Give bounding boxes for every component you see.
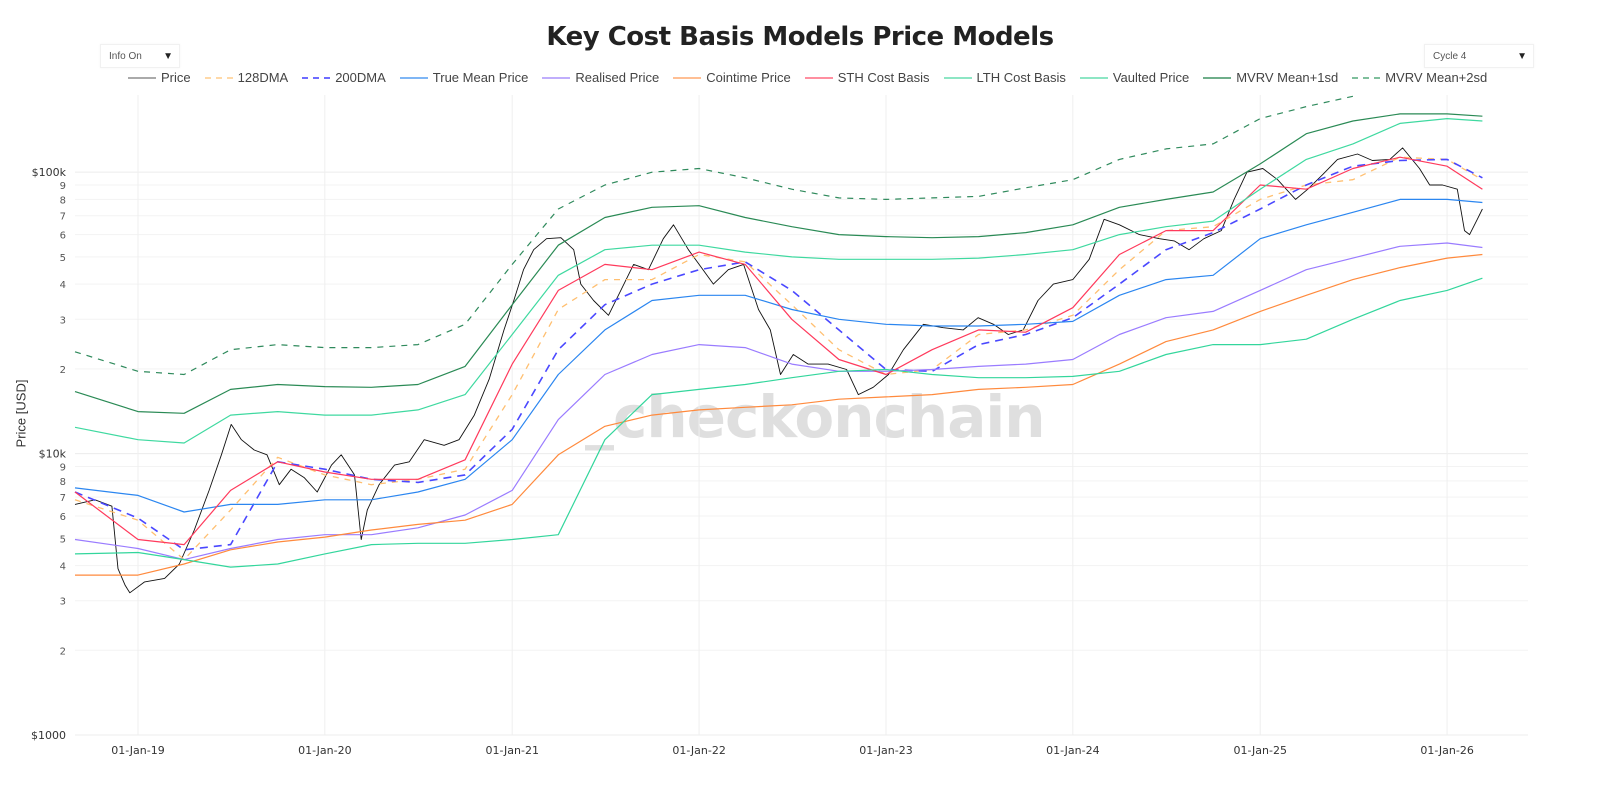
- legend-label: STH Cost Basis: [837, 70, 930, 85]
- legend-item-128dma[interactable]: 128DMA: [204, 70, 289, 85]
- legend-swatch: [1079, 76, 1108, 79]
- legend-item-lth-cost-basis[interactable]: LTH Cost Basis: [943, 70, 1066, 85]
- y-tick-label: 3: [60, 315, 66, 326]
- legend-label: Vaulted Price: [1112, 70, 1190, 85]
- cycle-dropdown[interactable]: Cycle 4 ▼: [1424, 44, 1534, 68]
- legend-item-sth-cost-basis[interactable]: STH Cost Basis: [804, 70, 930, 85]
- legend-label: MVRV Mean+1sd: [1236, 70, 1339, 85]
- legend-swatch: [943, 76, 972, 79]
- legend-swatch: [128, 76, 156, 79]
- legend-swatch: [399, 76, 428, 79]
- legend-swatch: [204, 76, 233, 79]
- watermark: _checkonchain: [585, 383, 1046, 451]
- legend-label: MVRV Mean+2sd: [1385, 70, 1488, 85]
- series-line-cointime-price: [75, 253, 1483, 576]
- y-tick-label: 2: [60, 365, 66, 376]
- legend-swatch: [673, 76, 702, 79]
- y-tick-label: 6: [60, 512, 66, 523]
- y-tick-label: 9: [60, 181, 66, 192]
- y-tick-label: 9: [60, 462, 66, 473]
- series-line-true-mean-price: [74, 198, 1483, 513]
- series-line-realised-price: [74, 242, 1483, 561]
- series-line-lth-cost-basis: [74, 277, 1483, 568]
- legend-item-mvrv-mean-2sd[interactable]: MVRV Mean+2sd: [1352, 70, 1487, 85]
- legend-item-cointime-price[interactable]: Cointime Price: [673, 70, 791, 85]
- legend-item-true-mean-price[interactable]: True Mean Price: [399, 70, 529, 85]
- x-tick-label: 01-Jan-25: [1233, 744, 1287, 757]
- legend-item-vaulted-price[interactable]: Vaulted Price: [1079, 70, 1190, 85]
- legend-swatch: [1352, 76, 1381, 79]
- x-tick-label: 01-Jan-21: [485, 744, 539, 757]
- y-tick-label: 4: [60, 562, 66, 573]
- series-line-128dma: [74, 156, 1483, 561]
- legend-swatch: [1203, 76, 1232, 79]
- legend-item-realised-price[interactable]: Realised Price: [542, 70, 659, 85]
- y-tick-label: 8: [60, 195, 66, 206]
- y-tick-label: $1000: [31, 729, 66, 742]
- series-line-sth-cost-basis: [74, 156, 1483, 546]
- y-tick-label: 5: [60, 253, 66, 264]
- legend-label: 200DMA: [335, 70, 386, 85]
- y-tick-label: 8: [60, 477, 66, 488]
- legend-item-price[interactable]: Price: [128, 70, 191, 85]
- chart-title: Key Cost Basis Models Price Models: [546, 22, 1054, 52]
- legend-swatch: [804, 76, 833, 79]
- series-line-price: [74, 147, 1483, 594]
- x-tick-label: 01-Jan-20: [298, 744, 352, 757]
- y-tick-label: 7: [60, 212, 66, 223]
- legend-label: True Mean Price: [432, 70, 529, 85]
- x-tick-label: 01-Jan-26: [1420, 744, 1474, 757]
- x-tick-label: 01-Jan-22: [672, 744, 726, 757]
- cycle-dropdown-value: Cycle 4: [1433, 50, 1467, 62]
- legend-item-mvrv-mean-1sd[interactable]: MVRV Mean+1sd: [1203, 70, 1338, 85]
- caret-down-icon: ▼: [163, 50, 173, 62]
- series-line-200dma: [74, 158, 1483, 551]
- y-tick-label: 2: [60, 646, 66, 657]
- legend-swatch: [302, 76, 331, 79]
- series-line-mvrv-mean-2sd: [74, 95, 1354, 376]
- y-tick-label: 4: [60, 280, 66, 291]
- caret-down-icon: ▼: [1517, 50, 1527, 62]
- legend-swatch: [542, 76, 571, 79]
- y-tick-label: 6: [60, 231, 66, 242]
- legend-item-200dma[interactable]: 200DMA: [302, 70, 386, 85]
- y-tick-label: $10k: [39, 448, 67, 461]
- legend-label: 128DMA: [237, 70, 289, 85]
- series-line-vaulted-price: [74, 118, 1483, 444]
- chart-legend: Price 128DMA 200DMA True Mean Price Realised…: [128, 70, 1501, 85]
- info-dropdown-value: Info On: [109, 50, 142, 62]
- y-tick-label: 5: [60, 534, 66, 545]
- y-tick-label: $100k: [32, 166, 67, 179]
- x-tick-label: 01-Jan-23: [859, 744, 913, 757]
- series-line-mvrv-mean-1sd: [74, 113, 1483, 414]
- legend-label: LTH Cost Basis: [976, 70, 1066, 85]
- y-tick-label: 7: [60, 493, 66, 504]
- legend-label: Price: [161, 70, 191, 85]
- info-dropdown[interactable]: Info On ▼: [100, 44, 180, 68]
- legend-label: Cointime Price: [706, 70, 791, 85]
- legend-label: Realised Price: [575, 70, 660, 85]
- y-tick-label: 3: [60, 597, 66, 608]
- x-tick-label: 01-Jan-24: [1046, 744, 1100, 757]
- x-tick-label: 01-Jan-19: [111, 744, 165, 757]
